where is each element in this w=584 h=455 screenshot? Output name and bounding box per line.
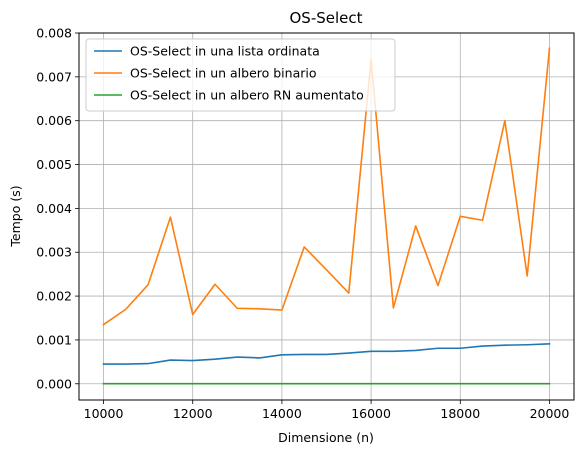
plot-series [102,47,551,385]
legend-label-1: OS-Select in una lista ordinata [130,44,320,59]
series-line-2 [102,47,551,326]
y-tick-label: 0.000 [36,376,72,391]
legend: OS-Select in una lista ordinata OS-Select… [85,38,396,112]
series-line-1 [102,343,551,365]
x-tick-label: 10000 [84,406,124,421]
x-tick-label: 16000 [351,406,391,421]
y-tick-label: 0.003 [36,245,72,260]
x-tick-label: 14000 [262,406,302,421]
y-axis-label: Tempo (s) [8,185,23,247]
y-tick-label: 0.004 [36,201,72,216]
y-tick-label: 0.005 [36,157,72,172]
chart-title: OS-Select [289,9,362,27]
x-tick-label: 20000 [530,406,570,421]
y-tick-label: 0.006 [36,113,72,128]
x-tick-label: 12000 [173,406,213,421]
y-tick-label: 0.008 [36,26,72,41]
y-tick-label: 0.001 [36,332,72,347]
x-axis-label: Dimensione (n) [278,430,374,445]
legend-label-2: OS-Select in un albero binario [130,66,317,81]
plot-frame [78,32,575,401]
axis-ticks: 10000 12000 14000 16000 18000 20000 0.000 0.001… [36,26,569,422]
legend-label-3: OS-Select in un albero RN aumentato [130,88,364,103]
x-tick-label: 18000 [440,406,480,421]
legend-box [85,38,396,112]
y-tick-label: 0.002 [36,289,72,304]
y-tick-label: 0.007 [36,69,72,84]
